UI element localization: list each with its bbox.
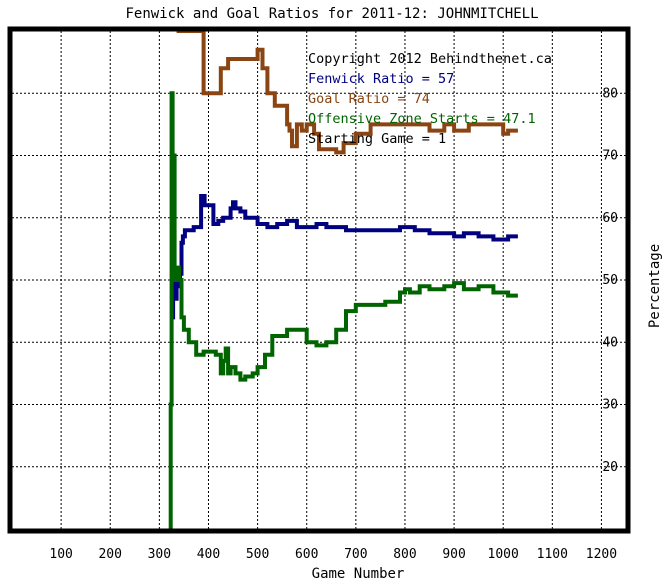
legend-entry: Fenwick Ratio = 57 xyxy=(308,71,454,87)
y-tick-label: 80 xyxy=(602,86,618,101)
x-tick-label: 1200 xyxy=(586,547,617,562)
x-tick-label: 1100 xyxy=(537,547,568,562)
x-tick-label: 300 xyxy=(148,547,171,562)
y-axis-label: Percentage xyxy=(647,244,663,328)
legend-entry: Copyright 2012 Behindthenet.ca xyxy=(308,51,552,67)
y-tick-label: 60 xyxy=(602,211,618,226)
x-tick-label: 700 xyxy=(344,547,367,562)
x-tick-label: 400 xyxy=(197,547,220,562)
series-line-fenwick-ratio xyxy=(171,194,518,320)
x-axis-label: Game Number xyxy=(312,566,405,580)
data-series xyxy=(168,29,518,531)
x-tick-label: 900 xyxy=(442,547,465,562)
y-tick-label: 20 xyxy=(602,460,618,475)
y-tick-label: 40 xyxy=(602,335,618,350)
x-tick-label: 800 xyxy=(393,547,416,562)
y-tick-label: 30 xyxy=(602,398,618,413)
y-tick-label: 50 xyxy=(602,273,618,288)
gridlines xyxy=(12,31,626,529)
x-tick-label: 600 xyxy=(295,547,318,562)
x-tick-label: 100 xyxy=(49,547,72,562)
legend: Copyright 2012 Behindthenet.ca Fenwick Ra… xyxy=(308,51,552,147)
x-tick-label: 500 xyxy=(246,547,269,562)
chart-title: Fenwick and Goal Ratios for 2011-12: JOH… xyxy=(125,6,538,22)
series-line-offensive-zone-starts xyxy=(168,91,518,531)
x-tick-label: 1000 xyxy=(488,547,519,562)
x-tick-label: 200 xyxy=(98,547,121,562)
legend-entry: Starting Game = 1 xyxy=(308,131,446,147)
legend-entry: Offensive Zone Starts = 47.1 xyxy=(308,111,536,127)
plot-frame xyxy=(7,26,631,534)
series-line-goal-ratio xyxy=(176,29,518,155)
legend-entry: Goal Ratio = 74 xyxy=(308,91,430,107)
y-tick-labels: 20 30 40 50 60 70 80 xyxy=(602,86,618,475)
y-tick-label: 70 xyxy=(602,149,618,164)
x-tick-labels: 100 200 300 400 500 600 700 800 900 1000 1100 1200 xyxy=(49,547,617,562)
